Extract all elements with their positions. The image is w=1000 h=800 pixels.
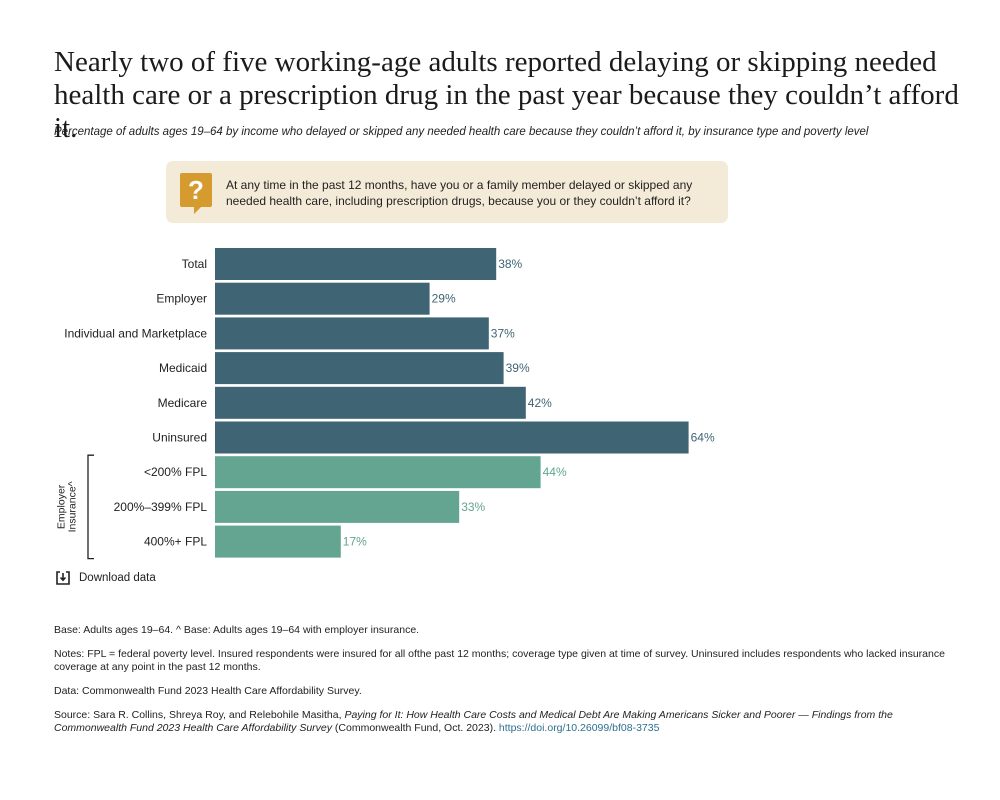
data-label: 37% [491, 326, 515, 340]
data-label: 29% [432, 292, 456, 306]
category-label: Total [182, 257, 207, 271]
base-note: Base: Adults ages 19–64. ^ Base: Adults … [54, 624, 420, 636]
bar-0 [215, 248, 497, 280]
svg-text:?: ? [188, 175, 204, 205]
question-mark-icon: ? [180, 173, 212, 214]
group-bracket-layer: EmployerInsurance^ [56, 454, 94, 560]
bar-2 [215, 317, 489, 350]
bar-7 [215, 490, 460, 523]
data-label: 38% [498, 257, 522, 271]
source-suffix: (Commonwealth Fund, Oct. 2023). [332, 722, 499, 734]
group-label: EmployerInsurance^ [56, 481, 79, 532]
chart-title: Nearly two of five working-age adults re… [54, 46, 959, 144]
data-label: 17% [343, 535, 367, 549]
category-label: Employer [156, 292, 207, 306]
bars-layer: Total 38% Employer 29% Individual and Market… [64, 248, 715, 558]
category-label: Medicaid [159, 361, 207, 375]
category-label: 400%+ FPL [144, 535, 207, 549]
bar-6 [215, 456, 541, 489]
category-label: Medicare [158, 396, 208, 410]
data-label: 44% [543, 465, 567, 479]
data-label: 39% [506, 361, 530, 375]
data-note: Data: Commonwealth Fund 2023 Health Care… [54, 685, 362, 697]
download-data-button[interactable]: Download data [56, 570, 156, 586]
survey-question-text: At any time in the past 12 months, have … [226, 178, 693, 208]
category-label: 200%–399% FPL [114, 500, 208, 514]
source-note: Source: Sara R. Collins, Shreya Roy, and… [54, 709, 954, 735]
source-doi-link[interactable]: https://doi.org/10.26099/bf08-3735 [498, 722, 660, 734]
bar-1 [215, 282, 430, 315]
survey-question-box: ? At any time in the past 12 months, hav… [166, 161, 728, 223]
source-title: Paying for It: How Health Care Costs and… [54, 709, 893, 734]
data-label: 42% [528, 396, 552, 410]
bar-5 [215, 421, 689, 454]
source-prefix: Source: Sara R. Collins, Shreya Roy, and… [54, 709, 345, 721]
footnotes: Base: Adults ages 19–64. ^ Base: Adults … [54, 624, 954, 746]
data-label: 64% [691, 431, 715, 445]
chart-subtitle: Percentage of adults ages 19–64 by incom… [54, 126, 869, 138]
group-bracket [87, 454, 94, 560]
download-data-label: Download data [79, 572, 156, 584]
category-label: Uninsured [152, 431, 207, 445]
category-label: <200% FPL [144, 465, 207, 479]
bar-3 [215, 352, 504, 385]
bar-4 [215, 386, 526, 419]
bar-8 [215, 525, 341, 558]
category-label: Individual and Marketplace [64, 326, 207, 340]
download-icon [56, 571, 70, 585]
data-label: 33% [461, 500, 485, 514]
notes-text: Notes: FPL = federal poverty level. Insu… [54, 648, 945, 673]
